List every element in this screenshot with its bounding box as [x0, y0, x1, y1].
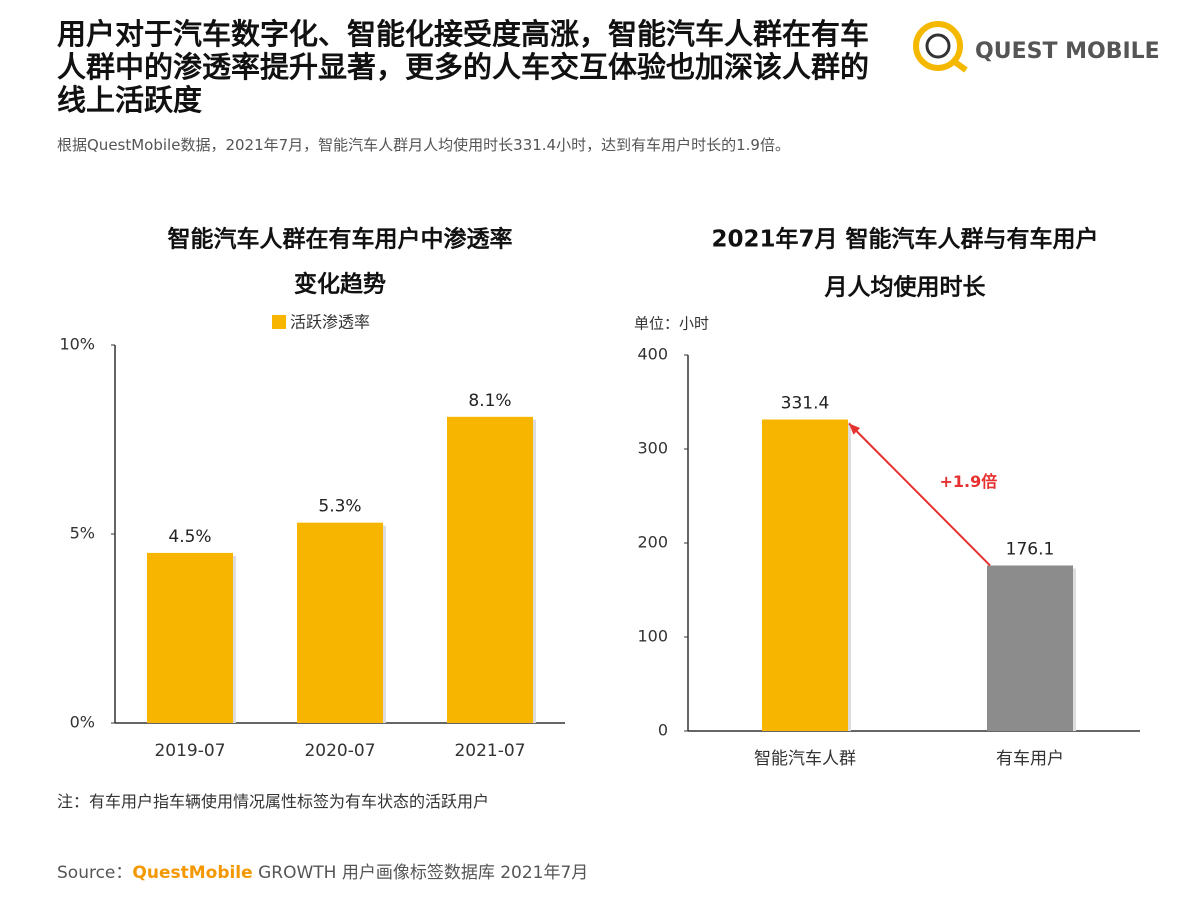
y-tick-label: 300	[637, 439, 668, 458]
source: Source：QuestMobile GROWTH 用户画像标签数据库 2021…	[57, 858, 588, 883]
bar	[762, 419, 848, 731]
chart-title: 2021年7月 智能汽车人群与有车用户	[711, 226, 1098, 253]
x-tick-label: 2019-07	[154, 741, 225, 761]
y-tick-label: 400	[637, 345, 668, 364]
annotation: +1.9倍	[940, 472, 998, 491]
unit-label: 单位：小时	[634, 315, 709, 333]
y-tick-label: 200	[637, 533, 668, 552]
value-label: 5.3%	[318, 497, 361, 517]
annotation-arrow	[848, 422, 991, 567]
y-tick-label: 5%	[70, 524, 95, 543]
legend-label: 活跃渗透率	[290, 313, 370, 332]
y-tick-label: 100	[637, 627, 668, 646]
subtitle: 根据QuestMobile数据，2021年7月，智能汽车人群月人均使用时长331…	[57, 136, 790, 154]
bar	[987, 565, 1073, 731]
page-title: 用户对于汽车数字化、智能化接受度高涨，智能汽车人群在有车人群中的渗透率提升显著，…	[57, 17, 870, 117]
logo-text: QUEST MOBILE	[975, 39, 1160, 64]
y-tick-label: 10%	[59, 335, 95, 354]
value-label: 8.1%	[468, 391, 511, 411]
x-tick-label: 智能汽车人群	[754, 749, 856, 769]
bar	[297, 522, 383, 723]
x-tick-label: 有车用户	[996, 749, 1064, 769]
chart-title: 变化趋势	[294, 271, 386, 298]
source-brand: QuestMobile	[132, 863, 253, 883]
value-label: 176.1	[1006, 539, 1055, 559]
chart-title: 月人均使用时长	[824, 274, 987, 301]
value-label: 331.4	[781, 393, 830, 413]
source-text: GROWTH 用户画像标签数据库 2021年7月	[258, 863, 589, 883]
x-tick-label: 2020-07	[304, 741, 375, 761]
y-tick-label: 0	[658, 721, 668, 740]
chart-title: 智能汽车人群在有车用户中渗透率	[168, 226, 513, 253]
source-label: Source：	[57, 863, 133, 883]
bar	[147, 552, 233, 723]
y-tick-label: 0%	[70, 713, 95, 732]
x-tick-label: 2021-07	[454, 741, 525, 761]
note: 注：有车用户指车辆使用情况属性标签为有车状态的活跃用户	[57, 792, 490, 811]
value-label: 4.5%	[168, 527, 211, 547]
arrow-head	[849, 423, 861, 435]
bar	[447, 416, 533, 723]
logo: QUEST MOBILE	[913, 21, 1160, 73]
legend-swatch	[272, 315, 286, 329]
